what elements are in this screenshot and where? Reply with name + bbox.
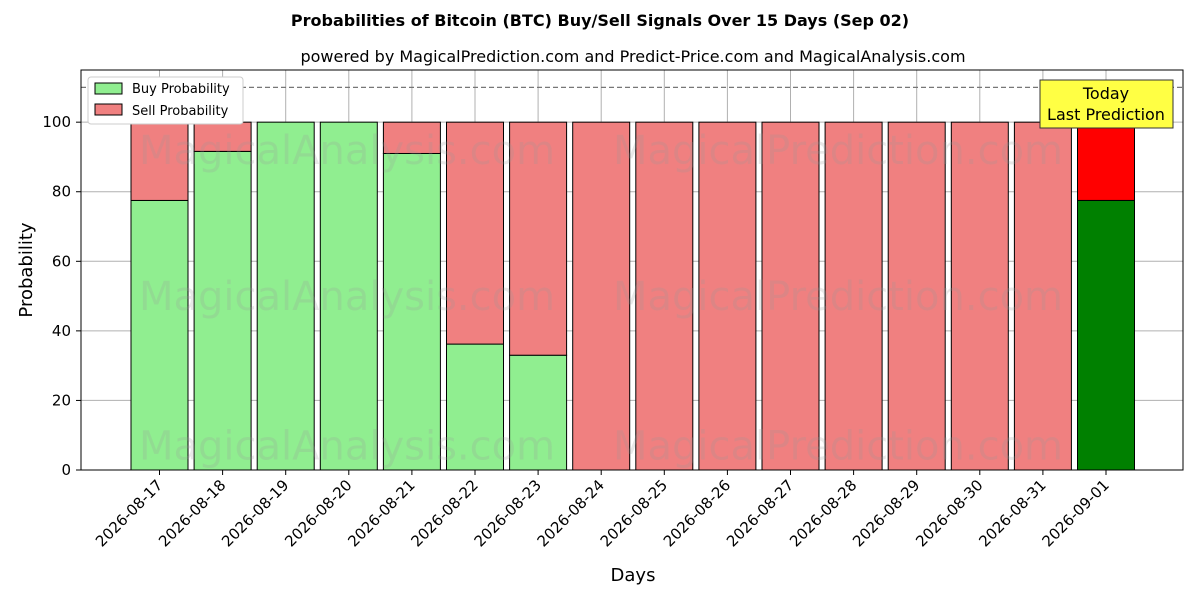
legend-swatch-buy	[94, 82, 123, 95]
buy-bar-2026-08-23	[509, 354, 568, 471]
y-tick-label-4: 80	[52, 183, 71, 201]
buy-bar-2026-08-19	[256, 121, 315, 471]
sell-bar-2026-08-21	[382, 121, 441, 154]
legend-swatch-sell	[94, 103, 123, 116]
legend: Buy Probability Sell Probability	[87, 76, 244, 125]
sell-bar-2026-08-29	[887, 121, 946, 471]
today-annotation-line2: Last Prediction	[1047, 105, 1165, 124]
buy-bar-2026-08-22	[446, 343, 504, 471]
y-axis-label: Probability	[16, 222, 37, 317]
x-tick-label-15: 2026-09-01	[1038, 476, 1112, 550]
chart-subtitle: powered by MagicalPrediction.com and Pre…	[300, 47, 965, 66]
x-tick-label-8: 2026-08-25	[597, 476, 671, 550]
buy-bar-2026-08-20	[319, 121, 378, 471]
chart-title: Probabilities of Bitcoin (BTC) Buy/Sell …	[291, 11, 909, 30]
x-tick-label-9: 2026-08-26	[660, 476, 734, 550]
y-tick-label-5: 100	[42, 113, 71, 131]
x-tick-label-10: 2026-08-27	[723, 476, 797, 550]
plot-area-frame	[80, 69, 1184, 471]
watermark-0-1: MagicalPrediction.com	[613, 128, 1063, 174]
buy-bar-2026-08-21	[382, 152, 441, 471]
x-tick-label-14: 2026-08-31	[975, 476, 1049, 550]
sell-bar-2026-08-17	[130, 121, 189, 201]
sell-bar-2026-08-22	[446, 121, 504, 345]
legend-box	[87, 76, 244, 125]
x-tick-label-5: 2026-08-22	[407, 476, 481, 550]
sell-bar-2026-08-25	[635, 121, 694, 471]
today-annotation-box	[1039, 79, 1174, 129]
x-tick-label-6: 2026-08-23	[471, 476, 545, 550]
today-annotation-line1: Today	[1082, 84, 1129, 103]
bars	[130, 121, 1135, 471]
x-axis-label: Days	[611, 565, 656, 586]
x-tick-label-0: 2026-08-17	[92, 476, 166, 550]
y-tick-label-1: 20	[52, 391, 71, 409]
x-tick-label-12: 2026-08-29	[849, 476, 923, 550]
sell-bar-2026-08-28	[824, 121, 883, 471]
sell-bar-2026-08-30	[950, 121, 1009, 471]
y-tick-label-2: 40	[52, 322, 71, 340]
watermark-1-1: MagicalPrediction.com	[613, 274, 1063, 320]
sell-bar-2026-08-23	[509, 121, 568, 356]
watermark-0-0: MagicalAnalysis.com	[139, 128, 555, 174]
x-tick-label-7: 2026-08-24	[534, 476, 608, 550]
sell-bar-2026-09-01	[1077, 121, 1135, 201]
sell-bar-2026-08-26	[698, 121, 757, 471]
y-tick-label-3: 60	[52, 252, 71, 270]
buy-bar-2026-09-01	[1077, 199, 1135, 471]
x-axis-ticks: 2026-08-172026-08-182026-08-192026-08-20…	[92, 470, 1113, 550]
watermark-2-0: MagicalAnalysis.com	[139, 424, 555, 470]
watermark-2-1: MagicalPrediction.com	[613, 424, 1063, 470]
buy-bar-2026-08-18	[193, 150, 252, 471]
legend-label-buy: Buy Probability	[132, 82, 230, 97]
legend-label-sell: Sell Probability	[132, 104, 229, 119]
today-annotation: Today Last Prediction	[1039, 79, 1174, 129]
x-tick-label-2: 2026-08-19	[218, 476, 292, 550]
x-tick-label-13: 2026-08-30	[912, 476, 986, 550]
x-tick-label-1: 2026-08-18	[155, 476, 229, 550]
watermarks: MagicalAnalysis.com MagicalPrediction.com…	[139, 128, 1063, 470]
x-tick-label-3: 2026-08-20	[281, 476, 355, 550]
sell-bar-2026-08-31	[1013, 121, 1072, 471]
sell-bar-2026-08-27	[761, 121, 820, 471]
x-tick-label-11: 2026-08-28	[786, 476, 860, 550]
y-axis-ticks: 0 20 40 60 80 100	[42, 113, 81, 479]
x-tick-label-4: 2026-08-21	[344, 476, 418, 550]
y-tick-label-0: 0	[61, 461, 71, 479]
watermark-1-0: MagicalAnalysis.com	[139, 274, 555, 320]
sell-bar-2026-08-24	[572, 121, 631, 471]
